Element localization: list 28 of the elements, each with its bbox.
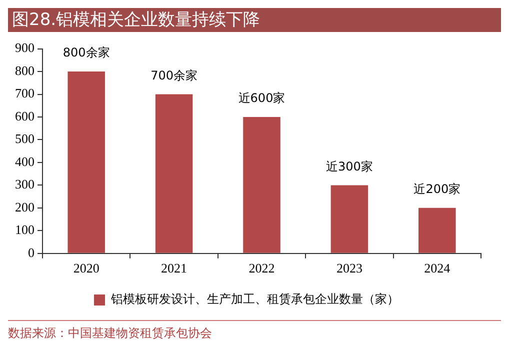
bar — [418, 208, 456, 253]
x-tick-label: 2020 — [73, 260, 100, 276]
y-tick-label: 800 — [15, 62, 34, 78]
y-tick-label: 500 — [15, 131, 34, 146]
bar — [155, 94, 193, 253]
chart-title: 图28.铝模相关企业数量持续下降 — [8, 8, 501, 32]
y-tick-label: 400 — [15, 154, 34, 169]
bar — [243, 117, 280, 253]
x-tick-label: 2023 — [336, 260, 362, 276]
data-label: 700余家 — [150, 68, 198, 82]
x-tick-label: 2024 — [424, 260, 451, 276]
source-note: 数据来源：中国基建物资租赁承包协会 — [8, 325, 213, 342]
data-label: 近300家 — [326, 159, 373, 174]
y-tick-label: 600 — [15, 108, 34, 124]
y-tick-label: 100 — [15, 222, 34, 238]
x-tick-label: 2022 — [248, 260, 275, 276]
y-tick-label: 700 — [15, 86, 34, 101]
x-tick-label: 2021 — [161, 260, 188, 276]
y-tick-label: 300 — [15, 176, 34, 192]
data-label: 近200家 — [414, 182, 461, 196]
data-label: 近600家 — [238, 91, 286, 106]
legend-label: 铝模板研发设计、生产加工、租赁承包企业数量（家） — [110, 292, 399, 306]
data-label: 800余家 — [62, 46, 110, 60]
y-tick-label: 0 — [28, 244, 34, 260]
bar — [68, 72, 105, 253]
y-tick-label: 200 — [15, 199, 34, 214]
bar — [330, 185, 368, 253]
y-tick-label: 900 — [15, 40, 34, 56]
